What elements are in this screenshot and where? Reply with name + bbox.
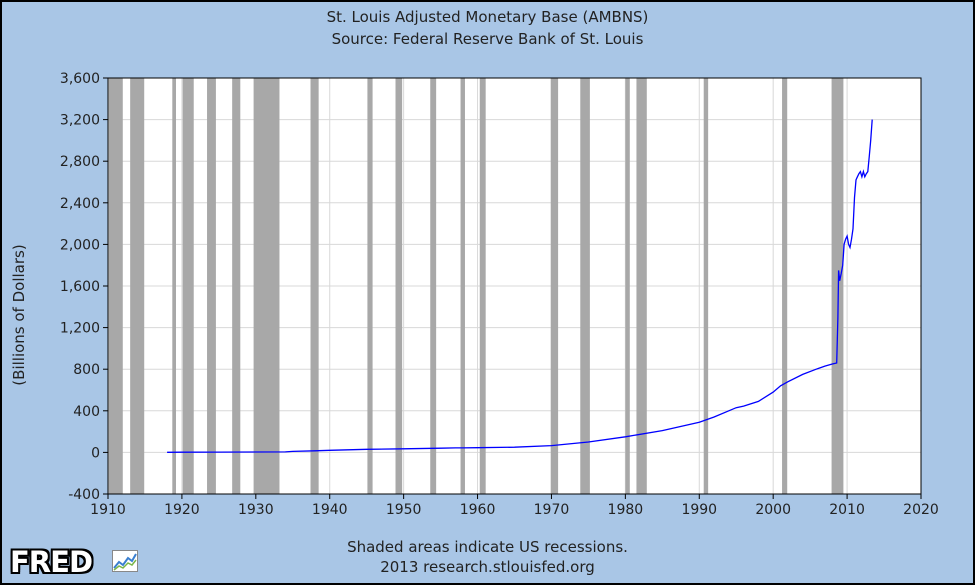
recession-band [253,78,280,494]
fred-logo-text: FRED [10,545,93,579]
x-tick-label: 1930 [238,502,274,518]
x-tick-label: 2020 [903,502,939,518]
recession-band [430,78,437,494]
series-line [167,119,873,453]
recession-band [460,78,465,494]
y-tick-label: 2,000 [60,237,100,253]
recession-band [580,78,590,494]
x-tick-label: 1910 [90,502,126,518]
chart-subtitle: Source: Federal Reserve Bank of St. Loui… [331,30,644,48]
recession-band [130,78,145,494]
x-tick-label: 2000 [755,502,791,518]
recession-band [550,78,559,494]
x-tick-label: 1970 [534,502,570,518]
recession-note: Shaded areas indicate US recessions. [347,538,628,556]
recession-band [703,78,709,494]
y-tick-label: 2,400 [60,196,100,212]
y-axis-label: (Billions of Dollars) [10,244,28,386]
x-tick-label: 1980 [608,502,644,518]
recession-band [625,78,630,494]
recession-band [310,78,319,494]
chart-line-icon [112,550,138,572]
recession-band [182,78,194,494]
recession-band [207,78,216,494]
recession-band [831,78,844,494]
y-tick-label: 1,200 [60,321,100,337]
credit-text: 2013 research.stlouisfed.org [380,558,595,576]
x-tick-label: 1990 [681,502,717,518]
x-tick-label: 1920 [164,502,200,518]
x-tick-label: 1960 [460,502,496,518]
y-tick-label: -400 [68,487,100,503]
x-tick-label: 1950 [386,502,422,518]
x-tick-label: 1940 [312,502,348,518]
x-tick-label: 2010 [829,502,865,518]
y-tick-label: 800 [73,362,100,378]
recession-band [479,78,486,494]
recession-band [367,78,373,494]
recession-band [395,78,403,494]
y-tick-label: 1,600 [60,279,100,295]
chart-title: St. Louis Adjusted Monetary Base (AMBNS) [326,8,649,26]
y-tick-label: 3,600 [60,71,100,87]
y-tick-label: 400 [73,404,100,420]
y-tick-label: 2,800 [60,154,100,170]
y-tick-label: 3,200 [60,113,100,129]
y-tick-label: 0 [91,445,100,461]
recession-band [782,78,788,494]
recession-band [232,78,241,494]
recession-band [172,78,176,494]
recession-band [108,78,123,494]
recession-band [636,78,647,494]
